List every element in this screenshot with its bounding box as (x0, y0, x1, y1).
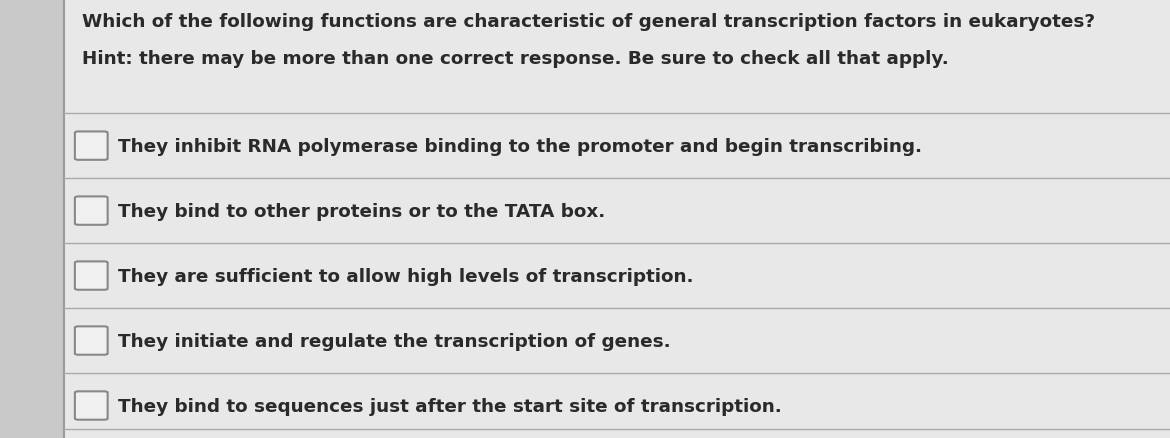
FancyBboxPatch shape (75, 262, 108, 290)
Text: They bind to other proteins or to the TATA box.: They bind to other proteins or to the TA… (118, 202, 605, 220)
FancyBboxPatch shape (75, 132, 108, 160)
FancyBboxPatch shape (75, 392, 108, 420)
Text: They initiate and regulate the transcription of genes.: They initiate and regulate the transcrip… (118, 332, 670, 350)
FancyBboxPatch shape (75, 197, 108, 225)
FancyBboxPatch shape (75, 327, 108, 355)
Text: Which of the following functions are characteristic of general transcription fac: Which of the following functions are cha… (82, 13, 1095, 31)
Text: They inhibit RNA polymerase binding to the promoter and begin transcribing.: They inhibit RNA polymerase binding to t… (118, 137, 922, 155)
Text: Hint: there may be more than one correct response. Be sure to check all that app: Hint: there may be more than one correct… (82, 50, 949, 68)
Text: They bind to sequences just after the start site of transcription.: They bind to sequences just after the st… (118, 396, 782, 415)
Text: They are sufficient to allow high levels of transcription.: They are sufficient to allow high levels… (118, 267, 694, 285)
